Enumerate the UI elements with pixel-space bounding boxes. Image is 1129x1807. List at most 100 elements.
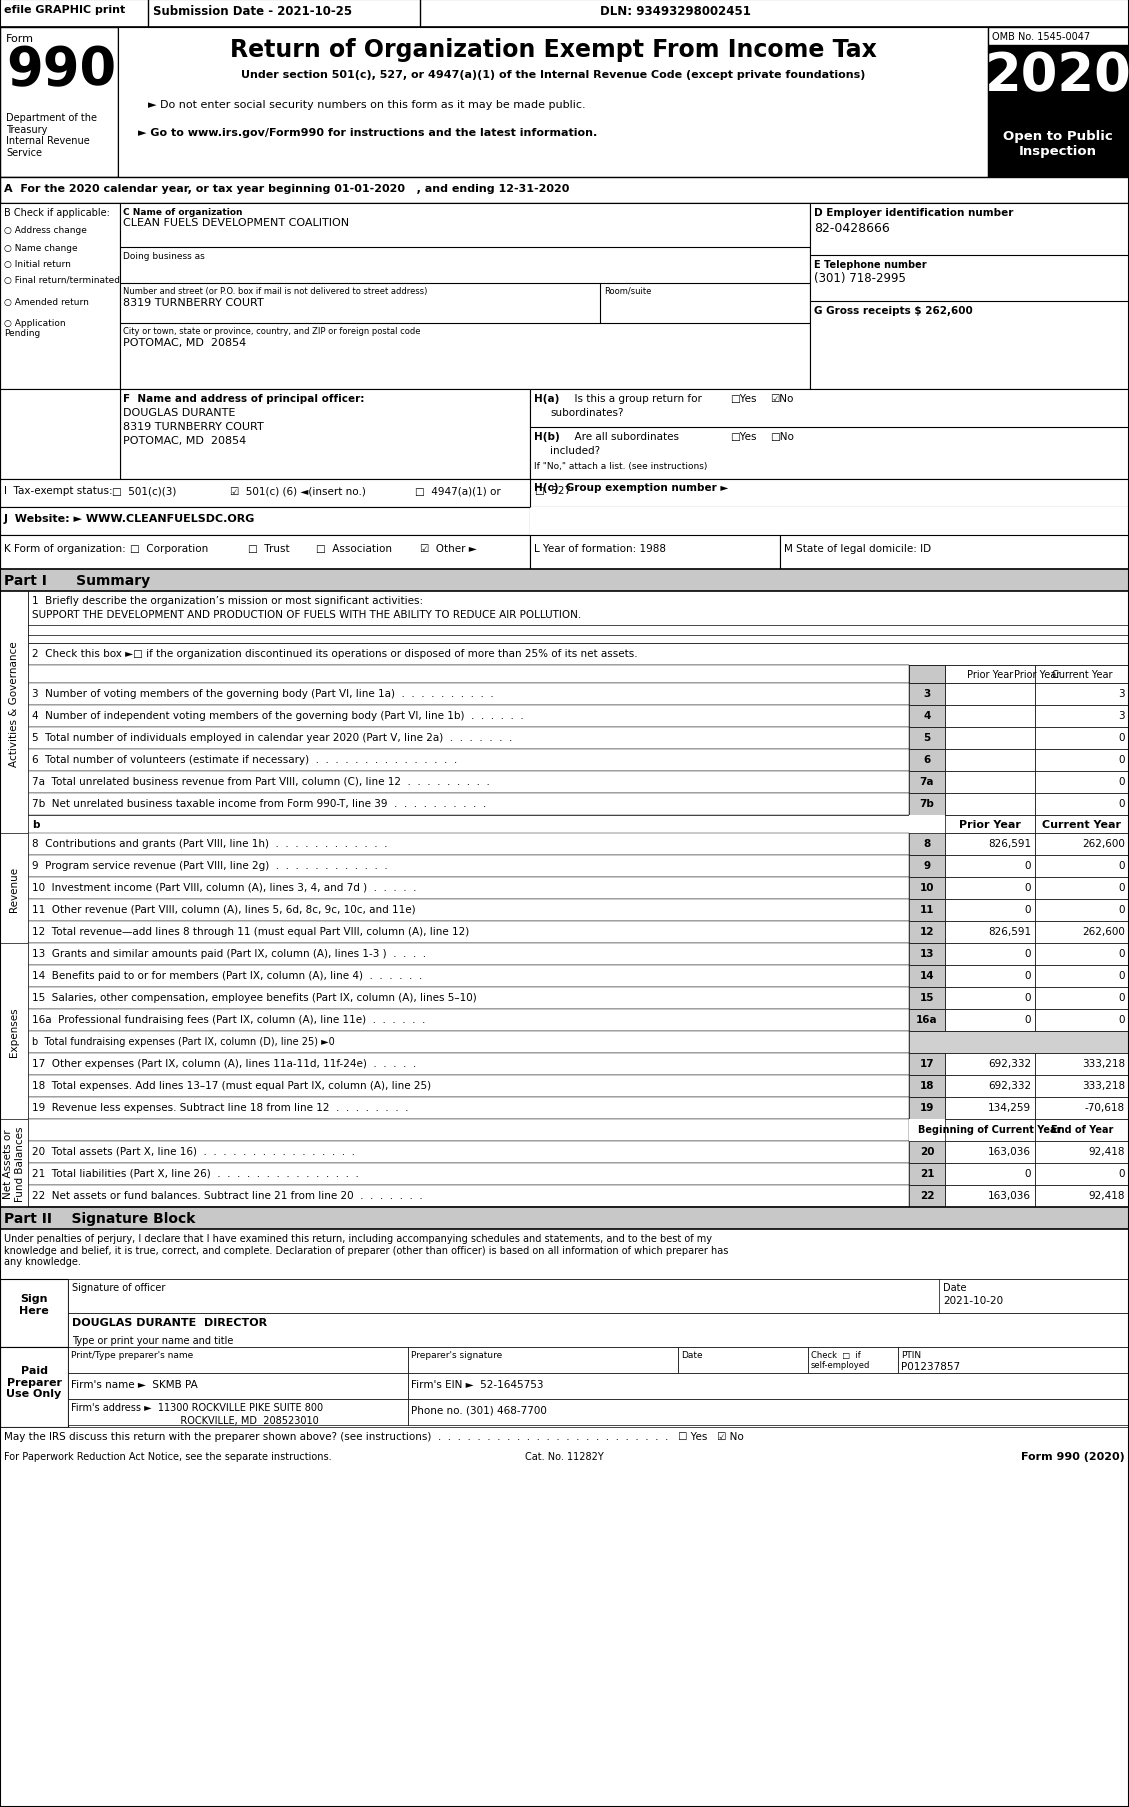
- Bar: [988, 27, 1129, 177]
- Bar: [28, 1032, 909, 1053]
- Bar: [0, 1428, 1129, 1447]
- Text: 9  Program service revenue (Part VIII, line 2g)  .  .  .  .  .  .  .  .  .  .  .: 9 Program service revenue (Part VIII, li…: [32, 860, 387, 871]
- Text: 8  Contributions and grants (Part VIII, line 1h)  .  .  .  .  .  .  .  .  .  .  : 8 Contributions and grants (Part VIII, l…: [32, 838, 387, 849]
- Text: Print/Type preparer's name: Print/Type preparer's name: [71, 1350, 193, 1359]
- Bar: [909, 1053, 945, 1075]
- Bar: [909, 1142, 945, 1164]
- Bar: [909, 878, 945, 900]
- Bar: [945, 943, 1035, 965]
- Text: Net Assets or
Fund Balances: Net Assets or Fund Balances: [3, 1126, 25, 1202]
- Text: DOUGLAS DURANTE  DIRECTOR: DOUGLAS DURANTE DIRECTOR: [72, 1317, 268, 1328]
- Text: L Year of formation: 1988: L Year of formation: 1988: [534, 544, 666, 553]
- Bar: [28, 643, 1129, 665]
- Bar: [0, 591, 28, 815]
- Bar: [28, 750, 909, 772]
- Text: POTOMAC, MD  20854: POTOMAC, MD 20854: [123, 435, 246, 446]
- Text: 1  Briefly describe the organization’s mission or most significant activities:: 1 Briefly describe the organization’s mi…: [32, 596, 423, 605]
- Text: 4: 4: [924, 710, 930, 721]
- Text: J  Website: ► WWW.CLEANFUELSDC.ORG: J Website: ► WWW.CLEANFUELSDC.ORG: [5, 513, 255, 524]
- Bar: [68, 1399, 408, 1426]
- Text: 826,591: 826,591: [988, 927, 1031, 936]
- Text: 16a  Professional fundraising fees (Part IX, column (A), line 11e)  .  .  .  .  : 16a Professional fundraising fees (Part …: [32, 1014, 426, 1025]
- Text: 0: 0: [1119, 777, 1124, 786]
- Text: 11  Other revenue (Part VIII, column (A), lines 5, 6d, 8c, 9c, 10c, and 11e): 11 Other revenue (Part VIII, column (A),…: [32, 905, 415, 914]
- Bar: [0, 569, 1129, 591]
- Bar: [679, 1348, 808, 1373]
- Bar: [1035, 1119, 1129, 1142]
- Text: b: b: [32, 820, 40, 829]
- Text: End of Year: End of Year: [1051, 1124, 1113, 1135]
- Text: G Gross receipts $ 262,600: G Gross receipts $ 262,600: [814, 305, 973, 316]
- Bar: [909, 665, 945, 683]
- Bar: [28, 772, 909, 793]
- Bar: [0, 943, 28, 1119]
- Text: 826,591: 826,591: [988, 838, 1031, 849]
- Bar: [909, 772, 945, 793]
- Text: 6  Total number of volunteers (estimate if necessary)  .  .  .  .  .  .  .  .  .: 6 Total number of volunteers (estimate i…: [32, 755, 457, 764]
- Text: 3: 3: [924, 688, 930, 699]
- Text: Department of the
Treasury
Internal Revenue
Service: Department of the Treasury Internal Reve…: [6, 112, 97, 157]
- Text: 2  Check this box ►□ if the organization discontinued its operations or disposed: 2 Check this box ►□ if the organization …: [32, 649, 638, 658]
- Text: Prior Year: Prior Year: [1014, 670, 1060, 679]
- Bar: [0, 705, 28, 728]
- Text: M State of legal domicile: ID: M State of legal domicile: ID: [784, 544, 931, 553]
- Bar: [530, 535, 780, 569]
- Bar: [1035, 943, 1129, 965]
- Bar: [945, 1142, 1035, 1164]
- Text: 0: 0: [1119, 970, 1124, 981]
- Text: 0: 0: [1119, 799, 1124, 808]
- Bar: [909, 705, 945, 728]
- Text: ○ Address change: ○ Address change: [5, 226, 87, 235]
- Text: Current Year: Current Year: [1052, 670, 1112, 679]
- Text: 22: 22: [920, 1191, 935, 1200]
- Bar: [909, 1119, 945, 1142]
- Text: Beginning of Current Year: Beginning of Current Year: [918, 1124, 1061, 1135]
- Text: 0: 0: [1024, 992, 1031, 1003]
- Bar: [119, 27, 988, 177]
- Text: 3: 3: [1119, 688, 1124, 699]
- Bar: [530, 508, 1129, 535]
- Text: Firm's EIN ►  52-1645753: Firm's EIN ► 52-1645753: [411, 1379, 543, 1390]
- Bar: [909, 728, 945, 750]
- Text: F  Name and address of principal officer:: F Name and address of principal officer:: [123, 394, 365, 403]
- Bar: [0, 1119, 28, 1142]
- Text: (301) 718-2995: (301) 718-2995: [814, 271, 905, 286]
- Bar: [1035, 705, 1129, 728]
- Bar: [945, 922, 1035, 943]
- Text: 7b: 7b: [919, 799, 935, 808]
- Text: Date: Date: [681, 1350, 702, 1359]
- Text: □  Association: □ Association: [316, 544, 392, 553]
- Text: 19  Revenue less expenses. Subtract line 18 from line 12  .  .  .  .  .  .  .  .: 19 Revenue less expenses. Subtract line …: [32, 1102, 409, 1113]
- Bar: [945, 1075, 1035, 1097]
- Text: 12: 12: [920, 927, 935, 936]
- Text: 692,332: 692,332: [988, 1059, 1031, 1068]
- Text: POTOMAC, MD  20854: POTOMAC, MD 20854: [123, 338, 246, 347]
- Text: Current Year: Current Year: [1042, 820, 1121, 829]
- Text: Submission Date - 2021-10-25: Submission Date - 2021-10-25: [154, 5, 352, 18]
- Text: 12  Total revenue—add lines 8 through 11 (must equal Part VIII, column (A), line: 12 Total revenue—add lines 8 through 11 …: [32, 927, 470, 936]
- Bar: [945, 1119, 1035, 1142]
- Text: 0: 0: [1119, 755, 1124, 764]
- Text: CLEAN FUELS DEVELOPMENT COALITION: CLEAN FUELS DEVELOPMENT COALITION: [123, 219, 349, 228]
- Bar: [1035, 1164, 1129, 1185]
- Text: D Employer identification number: D Employer identification number: [814, 208, 1014, 219]
- Text: ○ Amended return: ○ Amended return: [5, 298, 89, 307]
- Text: 13: 13: [920, 949, 935, 958]
- Bar: [120, 204, 809, 390]
- Text: 18: 18: [920, 1081, 935, 1090]
- Bar: [28, 815, 909, 833]
- Text: 15: 15: [920, 992, 935, 1003]
- Bar: [1035, 683, 1129, 705]
- Bar: [0, 1164, 28, 1185]
- Bar: [28, 1097, 909, 1119]
- Bar: [0, 390, 120, 479]
- Text: 163,036: 163,036: [988, 1191, 1031, 1200]
- Bar: [1035, 772, 1129, 793]
- Bar: [898, 1348, 1129, 1373]
- Text: ○ Initial return: ○ Initial return: [5, 260, 71, 269]
- Text: A  For the 2020 calendar year, or tax year beginning 01-01-2020   , and ending 1: A For the 2020 calendar year, or tax yea…: [5, 184, 569, 193]
- Text: Firm's address ►  11300 ROCKVILLE PIKE SUITE 800: Firm's address ► 11300 ROCKVILLE PIKE SU…: [71, 1402, 323, 1413]
- Text: 0: 0: [1119, 949, 1124, 958]
- Bar: [28, 1010, 909, 1032]
- Bar: [28, 1075, 909, 1097]
